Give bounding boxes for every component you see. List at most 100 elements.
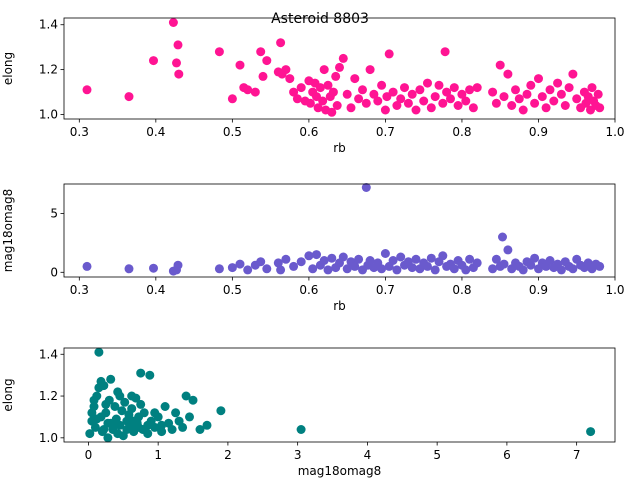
data-point: [388, 256, 398, 265]
data-point: [143, 429, 153, 439]
x-tick-label: 0.8: [452, 283, 471, 297]
data-point: [396, 94, 406, 104]
data-point: [384, 49, 394, 59]
data-point: [134, 422, 144, 432]
data-point: [564, 83, 574, 93]
data-point: [346, 103, 356, 113]
data-point: [465, 85, 475, 95]
x-tick-label: 4: [364, 448, 372, 462]
data-point: [587, 83, 597, 93]
data-point: [568, 264, 578, 274]
data-point: [472, 83, 482, 93]
data-point: [382, 92, 392, 102]
data-point: [313, 103, 323, 113]
data-point: [327, 107, 337, 117]
data-point: [127, 404, 137, 414]
y-tick-label: 1.0: [39, 431, 58, 445]
data-point: [488, 87, 498, 97]
data-point: [85, 429, 95, 439]
x-tick-label: 0.4: [146, 283, 165, 297]
data-point: [491, 254, 501, 264]
data-point: [369, 89, 379, 99]
data-point: [171, 408, 181, 418]
x-tick-label: 0.9: [529, 283, 548, 297]
data-point: [522, 89, 532, 99]
data-point: [488, 264, 498, 274]
data-point: [430, 92, 440, 102]
data-point: [545, 85, 555, 95]
y-tick-label: 1.2: [39, 389, 58, 403]
data-point: [553, 78, 563, 88]
data-point: [449, 264, 459, 274]
data-point: [350, 74, 360, 84]
data-point: [426, 253, 436, 263]
data-point: [273, 258, 283, 268]
data-point: [438, 98, 448, 108]
data-point: [101, 399, 111, 409]
data-point: [323, 265, 333, 275]
x-tick-label: 1.0: [605, 125, 624, 139]
data-point: [115, 420, 125, 430]
data-point: [392, 265, 402, 275]
data-point: [129, 416, 139, 426]
x-tick-label: 6: [503, 448, 511, 462]
data-point: [292, 94, 302, 104]
data-point: [256, 47, 266, 57]
y-tick-label: 1.4: [39, 18, 58, 32]
data-point: [258, 71, 268, 81]
data-point: [296, 83, 306, 93]
x-tick-label: 0.6: [299, 125, 318, 139]
data-point: [350, 261, 360, 271]
data-point: [472, 258, 482, 268]
data-point: [423, 78, 432, 88]
data-point: [308, 264, 318, 274]
data-point: [113, 429, 123, 439]
data-point: [503, 69, 513, 79]
data-point: [495, 60, 505, 70]
data-point: [377, 264, 387, 274]
y-tick-label: 0: [50, 265, 58, 279]
data-point: [136, 399, 146, 409]
x-tick-label: 1: [154, 448, 162, 462]
data-point: [227, 263, 237, 273]
data-point: [172, 58, 181, 68]
data-point: [380, 105, 390, 115]
x-tick-label: 3: [294, 448, 302, 462]
data-point: [315, 83, 325, 93]
x-tick-label: 2: [224, 448, 232, 462]
data-point: [160, 402, 170, 411]
data-point: [319, 256, 329, 265]
data-point: [157, 420, 167, 430]
data-point: [499, 259, 509, 269]
data-point: [167, 425, 177, 434]
data-point: [403, 98, 413, 108]
data-point: [276, 265, 286, 275]
data-point: [235, 259, 245, 269]
data-point: [115, 391, 125, 401]
y-tick-label: 1.0: [39, 108, 58, 122]
y-axis-label: elong: [1, 378, 15, 411]
data-point: [136, 368, 146, 378]
data-point: [318, 96, 328, 106]
data-point: [149, 263, 158, 273]
data-point: [99, 425, 109, 434]
data-point: [568, 69, 578, 79]
data-point: [323, 80, 333, 90]
scatter-points: [82, 18, 605, 117]
data-point: [530, 98, 540, 108]
data-point: [518, 105, 528, 115]
data-point: [461, 265, 471, 275]
data-point: [243, 85, 253, 95]
data-point: [185, 412, 194, 422]
data-point: [110, 402, 120, 411]
data-point: [411, 105, 421, 115]
data-point: [434, 80, 444, 90]
data-point: [214, 264, 224, 274]
data-point: [195, 425, 205, 434]
scatter-points: [82, 183, 605, 276]
data-point: [396, 252, 406, 262]
x-tick-label: 0.5: [223, 283, 242, 297]
data-point: [419, 96, 429, 106]
data-point: [560, 101, 570, 110]
